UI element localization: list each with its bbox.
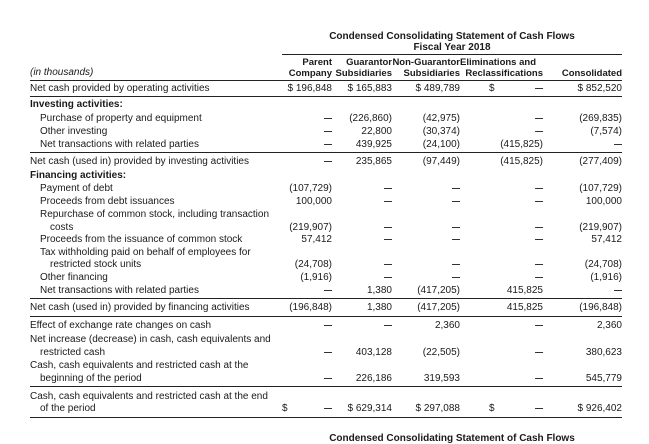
row-rule	[30, 152, 622, 153]
col-guarantor-l1: Guarantor	[346, 57, 392, 68]
col-consolidated-l2: Consolidated	[561, 68, 622, 79]
table-row: Net cash (used in) provided by investing…	[30, 156, 622, 167]
table-row: Tax withholding paid on behalf of employ…	[40, 247, 251, 258]
row-rule	[30, 298, 622, 299]
units-label: (in thousands)	[30, 67, 94, 78]
row-rule	[30, 316, 622, 317]
table-row: Proceeds from the issuance of common sto…	[40, 234, 622, 245]
table-row: Effect of exchange rate changes on cash …	[30, 320, 622, 331]
col-parent-l1: Parent	[302, 57, 332, 68]
section-heading: Investing activities:	[30, 99, 123, 110]
col-elim-l1: Eliminations and	[459, 57, 536, 68]
table-row: Net cash provided by operating activitie…	[30, 83, 622, 94]
row-rule	[30, 417, 622, 418]
col-nonguarantor-l1: Non-Guarantor	[392, 57, 460, 68]
table-row: Cash, cash equivalents and restricted ca…	[30, 360, 249, 371]
statement-title: Condensed Consolidating Statement of Cas…	[329, 31, 575, 42]
table-row: costs (219,907) (219,907)	[50, 222, 622, 233]
section-heading: Financing activities:	[30, 170, 127, 181]
col-elim-l2: Reclassifications	[465, 68, 543, 79]
table-row: Payment of debt (107,729) (107,729)	[40, 183, 622, 194]
table-row: Other investing 22,800 (30,374) (7,574)	[40, 126, 622, 137]
table-row: Net cash (used in) provided by financing…	[30, 302, 622, 313]
table-row: Other financing (1,916) (1,916)	[40, 272, 622, 283]
table-row: Net increase (decrease) in cash, cash eq…	[30, 334, 271, 345]
statement-subtitle: Fiscal Year 2018	[413, 42, 491, 53]
row-rule	[30, 386, 622, 387]
col-parent-l2: Company	[288, 68, 332, 79]
table-row: Proceeds from debt issuances 100,000 100…	[40, 196, 622, 207]
table-row: Net transactions with related parties 1,…	[30, 283, 622, 298]
table-row: of the period $ $ 629,314 $ 297,088 $ $ …	[40, 403, 622, 414]
table-row: restricted stock units (24,708) (24,708)	[50, 259, 622, 270]
table-row: Net transactions with related parties 43…	[30, 137, 622, 152]
row-rule	[30, 96, 622, 97]
title-rule	[282, 54, 622, 55]
table-row: Cash, cash equivalents and restricted ca…	[30, 391, 268, 402]
table-row: beginning of the period 226,186 319,593 …	[40, 373, 622, 384]
table-row: Repurchase of common stock, including tr…	[40, 209, 270, 220]
header-rule	[30, 80, 622, 81]
table-row: restricted cash 403,128 (22,505) 380,623	[40, 347, 622, 358]
table-row: Purchase of property and equipment (226,…	[40, 113, 622, 124]
next-statement-title: Condensed Consolidating Statement of Cas…	[329, 433, 575, 444]
col-guarantor-l2: Subsidiaries	[335, 68, 393, 79]
col-nonguarantor-l2: Subsidiaries	[403, 68, 461, 79]
